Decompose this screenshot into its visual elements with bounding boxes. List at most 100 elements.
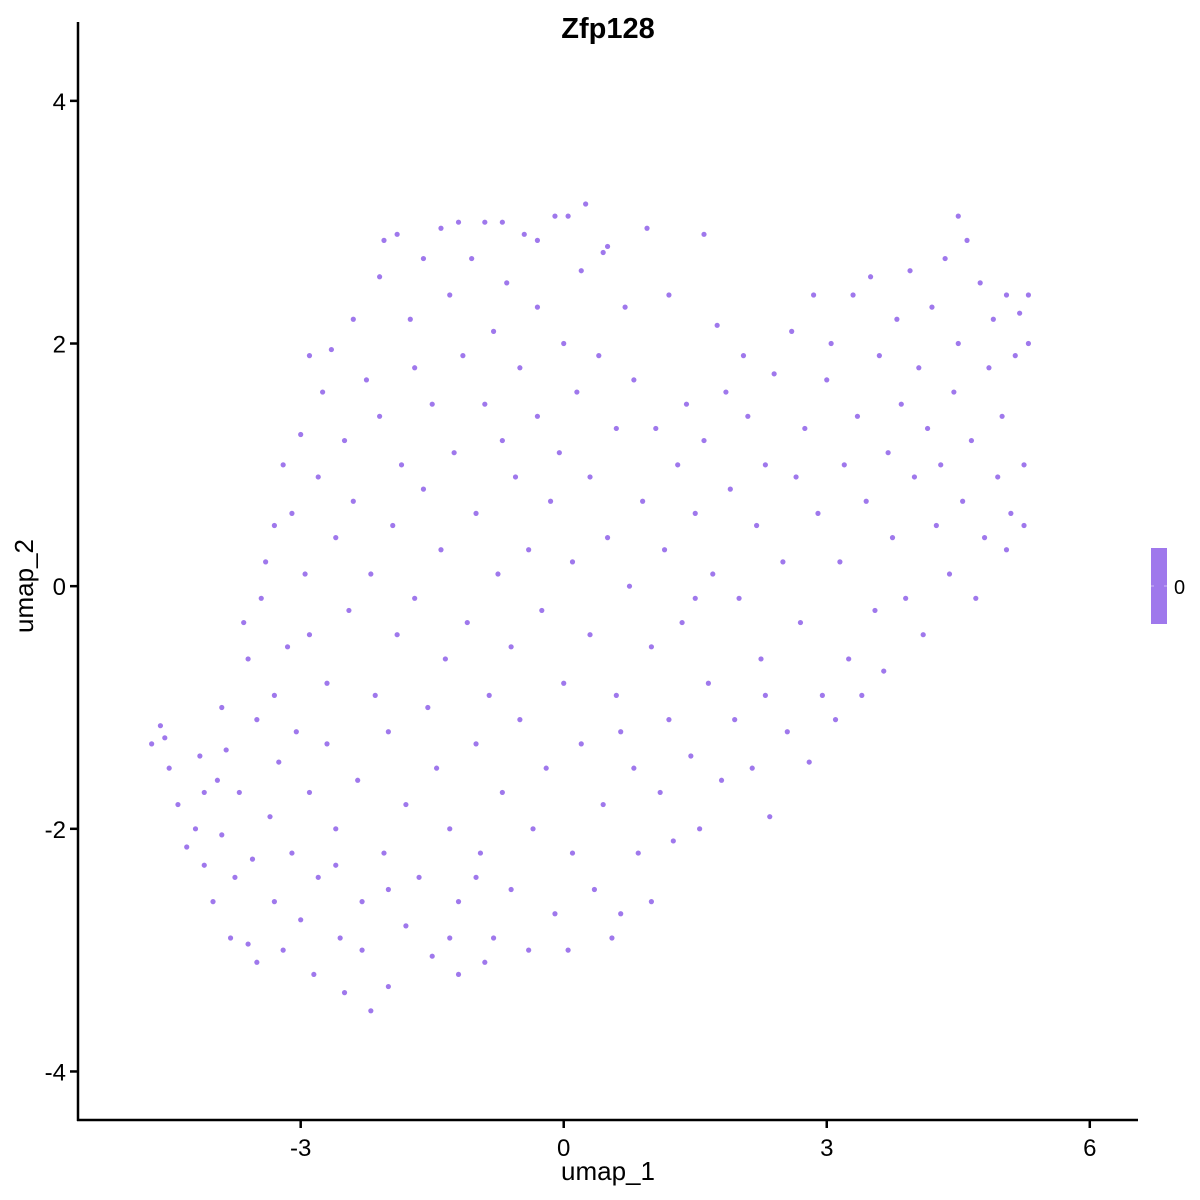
- data-point: [758, 656, 764, 662]
- data-point: [341, 990, 348, 996]
- data-point: [381, 237, 387, 243]
- data-point: [964, 237, 970, 243]
- data-point: [600, 801, 606, 808]
- data-point: [754, 522, 760, 529]
- data-point: [929, 304, 935, 310]
- data-point: [394, 632, 400, 638]
- data-point: [1008, 510, 1014, 516]
- data-point: [1021, 462, 1027, 468]
- data-point: [565, 947, 571, 953]
- data-point: [420, 486, 427, 492]
- data-point: [661, 547, 668, 553]
- data-point: [631, 765, 637, 771]
- data-point: [469, 255, 475, 262]
- data-point: [1003, 292, 1010, 298]
- x-tick-label: 6: [1083, 1135, 1096, 1162]
- data-point: [306, 789, 313, 796]
- data-point: [420, 255, 427, 262]
- data-point: [534, 237, 541, 243]
- data-point: [157, 723, 164, 729]
- data-point: [245, 656, 251, 662]
- data-point: [412, 595, 418, 601]
- data-point: [280, 947, 286, 953]
- data-point: [1017, 310, 1023, 316]
- x-tick-label: 3: [820, 1135, 833, 1162]
- data-point: [368, 571, 374, 577]
- data-point: [995, 474, 1001, 480]
- data-point: [547, 498, 554, 504]
- data-point: [596, 353, 602, 359]
- data-point: [819, 692, 825, 698]
- data-point: [876, 353, 882, 359]
- data-point: [311, 971, 317, 978]
- data-point: [254, 959, 260, 965]
- data-point: [609, 935, 615, 941]
- data-point: [1025, 292, 1032, 298]
- data-point: [920, 632, 926, 638]
- data-point: [372, 692, 378, 698]
- data-point: [162, 735, 168, 741]
- data-point: [692, 510, 698, 516]
- data-point: [946, 571, 953, 577]
- data-point: [324, 680, 330, 686]
- data-point: [302, 571, 308, 577]
- data-point: [201, 789, 207, 796]
- data-point: [644, 225, 650, 231]
- data-point: [626, 583, 633, 589]
- data-point: [881, 668, 887, 674]
- data-point: [806, 759, 812, 765]
- data-point: [797, 619, 804, 626]
- data-point: [490, 328, 497, 334]
- data-point: [512, 474, 519, 480]
- data-point: [999, 413, 1005, 419]
- data-point: [429, 401, 435, 407]
- data-point: [1021, 522, 1027, 529]
- data-point: [499, 437, 505, 444]
- data-point: [613, 692, 619, 698]
- data-point: [697, 826, 703, 832]
- data-point: [604, 243, 611, 250]
- data-point: [872, 607, 878, 614]
- data-point: [508, 886, 514, 893]
- data-point: [236, 789, 242, 796]
- data-point: [455, 971, 462, 978]
- data-point: [473, 874, 479, 880]
- data-point: [670, 838, 676, 844]
- data-point: [973, 595, 979, 601]
- data-point: [648, 899, 654, 905]
- data-point: [398, 462, 405, 468]
- data-point: [315, 874, 321, 880]
- data-point: [762, 462, 768, 468]
- data-point: [569, 559, 576, 565]
- x-axis-title: umap_1: [561, 1156, 655, 1186]
- data-point: [666, 717, 672, 723]
- points-layer: [149, 201, 1032, 1014]
- data-point: [416, 874, 422, 880]
- data-point: [355, 777, 361, 783]
- data-point: [249, 856, 256, 862]
- data-point: [184, 844, 190, 850]
- data-point: [613, 425, 619, 432]
- data-point: [442, 656, 448, 662]
- data-point: [916, 365, 922, 371]
- data-point: [175, 801, 181, 808]
- data-point: [723, 389, 729, 395]
- data-point: [271, 522, 277, 529]
- data-point: [377, 274, 383, 280]
- data-point: [951, 389, 957, 395]
- data-point: [473, 510, 479, 516]
- data-point: [583, 201, 589, 207]
- y-tick-label: 0: [53, 574, 66, 601]
- data-point: [780, 559, 786, 565]
- data-point: [863, 498, 869, 504]
- data-point: [981, 535, 988, 541]
- data-point: [648, 644, 654, 650]
- y-tick-label: 4: [53, 89, 66, 116]
- data-point: [219, 832, 225, 838]
- y-axis-title: umap_2: [9, 539, 39, 633]
- data-point: [530, 826, 536, 832]
- data-point: [241, 619, 247, 626]
- x-tick-label: 0: [557, 1135, 570, 1162]
- legend-colorbar: [1151, 548, 1167, 624]
- chart-title: Zfp128: [561, 13, 654, 45]
